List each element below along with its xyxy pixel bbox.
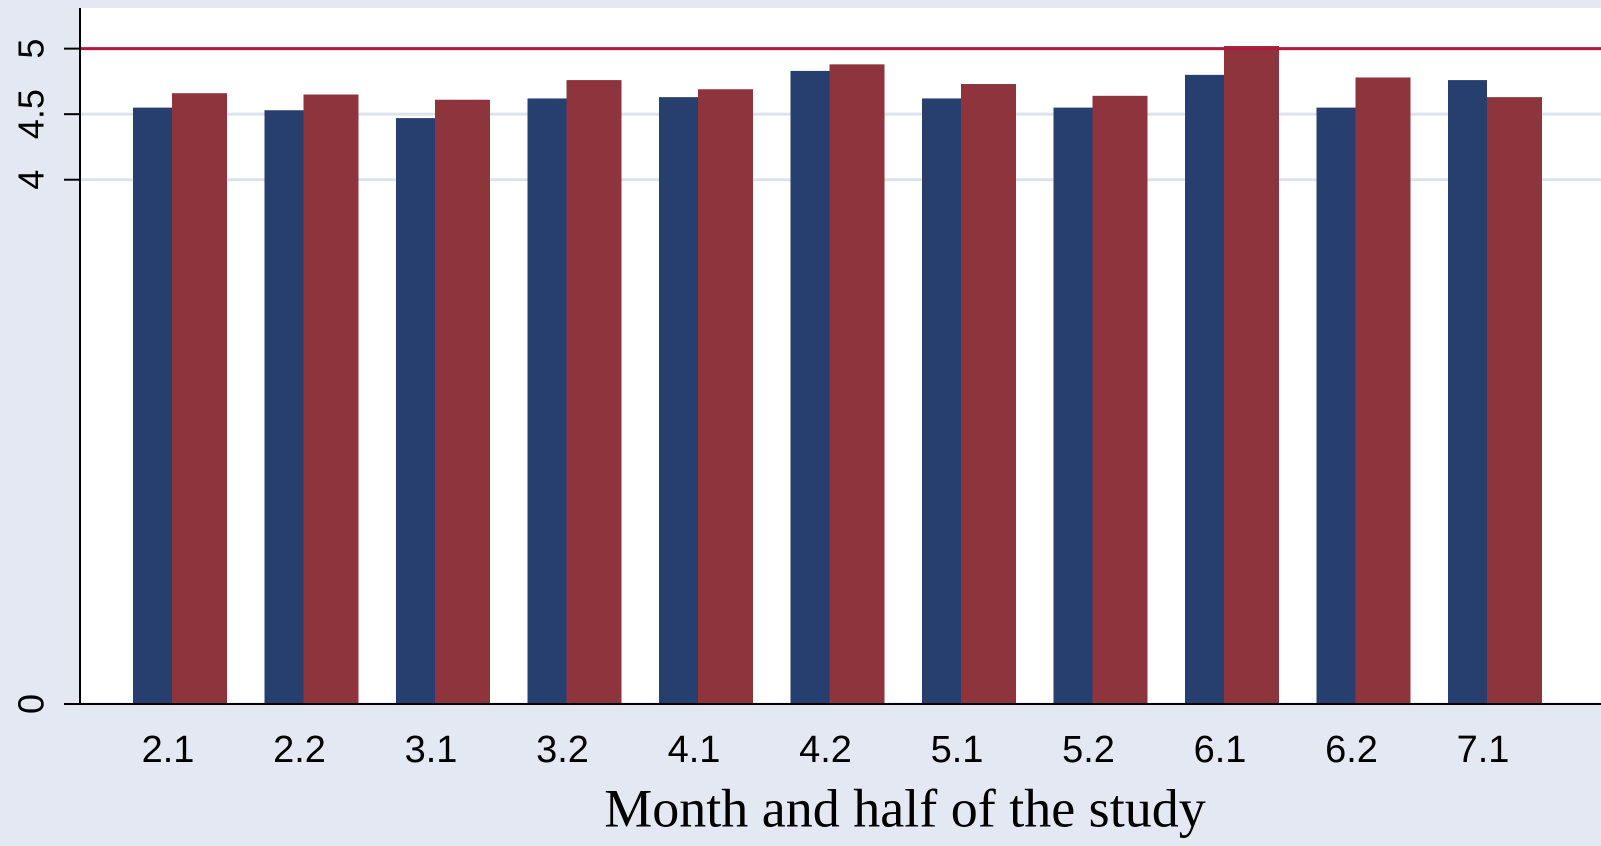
bar <box>172 93 227 704</box>
bar <box>1092 95 1148 704</box>
bar <box>133 107 172 704</box>
bar <box>396 118 435 705</box>
y-tick-label: 0 <box>11 694 52 714</box>
x-tick-label: 6.2 <box>1325 729 1378 771</box>
x-tick-label: 4.1 <box>668 729 721 771</box>
bar <box>435 99 490 705</box>
bar <box>1316 107 1356 704</box>
bar <box>1053 107 1093 704</box>
bar <box>1355 77 1411 704</box>
bar <box>659 97 698 704</box>
bar <box>1487 97 1542 704</box>
bar <box>527 98 567 705</box>
bar <box>790 70 830 704</box>
x-tick-label: 2.2 <box>273 729 326 771</box>
x-tick-label: 7.1 <box>1457 729 1510 771</box>
bar <box>303 94 359 704</box>
bar <box>922 98 961 705</box>
bar <box>961 84 1016 705</box>
x-tick-label: 5.2 <box>1062 729 1115 771</box>
x-tick-label: 6.1 <box>1194 729 1247 771</box>
x-axis-label: Month and half of the study <box>604 778 1205 838</box>
bar <box>566 80 622 704</box>
x-tick-label: 2.1 <box>142 729 195 771</box>
y-tick-label: 5 <box>11 39 52 59</box>
x-tick-label: 3.1 <box>405 729 458 771</box>
y-tick-label: 4 <box>11 170 52 190</box>
bar <box>829 64 885 705</box>
bar <box>1448 80 1487 704</box>
bar <box>698 89 753 705</box>
x-tick-label: 5.1 <box>931 729 984 771</box>
y-tick-label: 4.5 <box>11 89 52 139</box>
x-tick-label: 4.2 <box>799 729 852 771</box>
bar <box>264 110 304 704</box>
bar <box>1224 46 1279 705</box>
bar <box>1185 74 1224 704</box>
x-tick-label: 3.2 <box>536 729 589 771</box>
